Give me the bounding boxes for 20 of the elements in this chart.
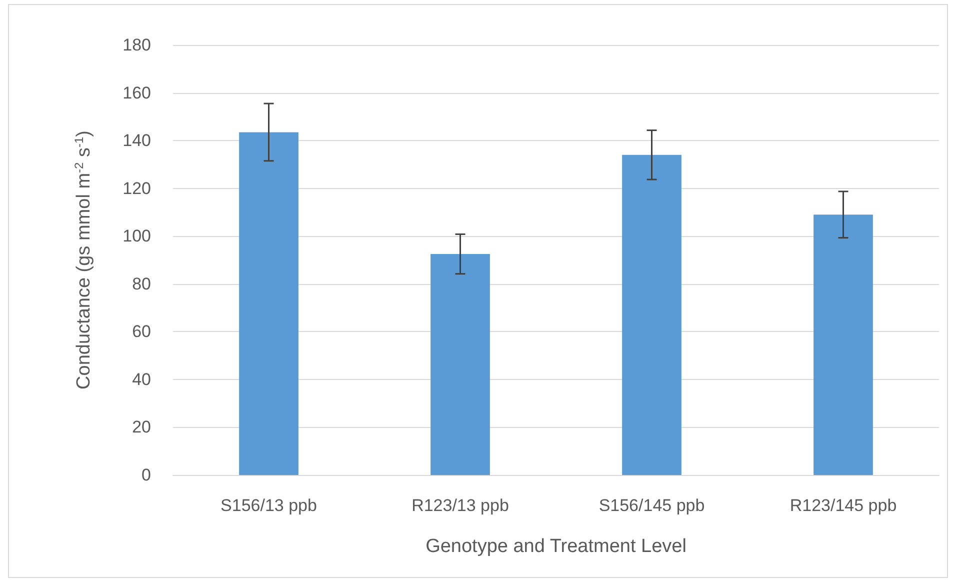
y-tick-label: 80: [132, 274, 151, 294]
y-axis-title: Conductance (gs mmol m-2 s-1): [72, 130, 94, 390]
y-tick-label: 160: [122, 83, 151, 102]
bar: [239, 132, 298, 475]
x-tick-label: S156/13 ppb: [220, 496, 317, 515]
y-tick-label: 0: [142, 466, 151, 484]
x-axis-title: Genotype and Treatment Level: [426, 536, 686, 557]
y-tick-label: 180: [122, 36, 151, 54]
bar: [622, 154, 682, 475]
y-tick-label: 20: [132, 418, 151, 437]
y-tick-label: 120: [122, 178, 151, 198]
y-tick-label: 60: [132, 322, 151, 342]
bar: [814, 214, 873, 475]
y-tick-label: 140: [122, 131, 151, 150]
y-tick-label: 100: [122, 226, 151, 246]
x-tick-label: R123/13 ppb: [412, 496, 509, 515]
x-tick-label: S156/145 ppb: [598, 496, 705, 515]
y-tick-label: 40: [132, 370, 151, 389]
bar: [430, 254, 490, 475]
x-tick-label: R123/145 ppb: [790, 496, 897, 515]
